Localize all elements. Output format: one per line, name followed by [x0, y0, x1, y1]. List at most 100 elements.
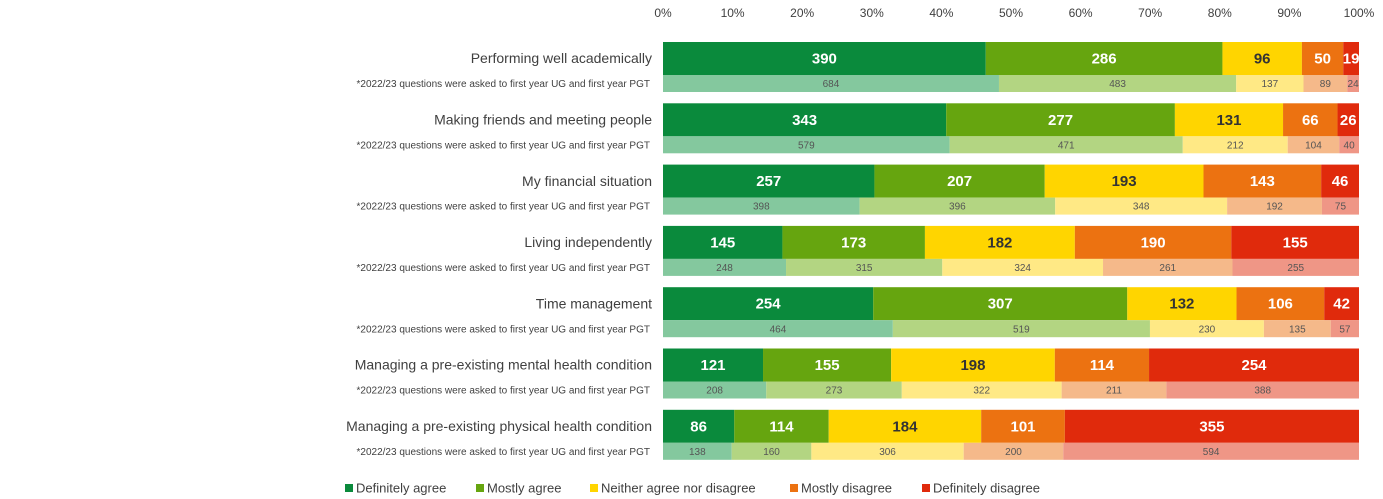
- bar-segment: [859, 197, 1056, 215]
- comparison-label: *2022/23 questions were asked to first y…: [357, 386, 650, 397]
- bar-segment: [998, 75, 1237, 92]
- bar-segment: [942, 258, 1104, 276]
- bar-segment: [901, 381, 1062, 399]
- bar-segment: [1182, 136, 1288, 154]
- legend-swatch: [476, 484, 484, 492]
- bar-segment: [1166, 381, 1359, 399]
- bar-segment: [1054, 348, 1150, 382]
- bar-segment: [963, 442, 1064, 460]
- comparison-label: *2022/23 questions were asked to first y…: [357, 263, 650, 274]
- value-label: 101: [1010, 418, 1035, 435]
- x-tick-label: 40%: [929, 6, 953, 20]
- bar-segment: [1227, 197, 1322, 215]
- bar-segment: [663, 103, 947, 137]
- bar-segment: [663, 348, 764, 382]
- value-label: 192: [1266, 202, 1283, 213]
- bar-segment: [828, 409, 982, 443]
- value-label: 182: [987, 234, 1012, 251]
- bar-segment: [1337, 103, 1359, 137]
- value-label: 579: [798, 140, 815, 151]
- x-tick-label: 70%: [1138, 6, 1162, 20]
- value-label: 315: [856, 263, 873, 274]
- value-label: 348: [1133, 202, 1150, 213]
- legend-label: Definitely agree: [356, 480, 446, 495]
- legend-swatch: [922, 484, 930, 492]
- value-label: 277: [1048, 112, 1073, 129]
- bar-segment: [663, 442, 732, 460]
- bar-segment: [1343, 42, 1359, 75]
- x-tick-label: 90%: [1277, 6, 1301, 20]
- value-label: 208: [706, 386, 723, 397]
- bar-segment: [734, 409, 829, 443]
- x-tick-label: 0%: [654, 6, 672, 20]
- value-label: 26: [1340, 112, 1357, 129]
- value-label: 343: [792, 112, 817, 129]
- value-label: 273: [826, 386, 843, 397]
- value-label: 173: [841, 234, 866, 251]
- value-label: 46: [1332, 173, 1349, 190]
- bar-segment: [663, 287, 874, 321]
- bar-segment: [1303, 75, 1348, 92]
- bar-segment: [663, 225, 783, 259]
- bar-segment: [981, 409, 1065, 443]
- value-label: 184: [892, 418, 918, 435]
- bar-segment: [1103, 258, 1233, 276]
- bar-segment: [766, 381, 902, 399]
- value-label: 104: [1305, 140, 1322, 151]
- value-label: 207: [947, 173, 972, 190]
- legend-label: Neither agree nor disagree: [601, 480, 756, 495]
- value-label: 138: [689, 447, 706, 458]
- value-label: 684: [823, 79, 840, 90]
- value-label: 257: [756, 173, 781, 190]
- value-label: 388: [1254, 386, 1271, 397]
- comparison-label: *2022/23 questions were asked to first y…: [357, 140, 650, 151]
- bar-segment: [663, 409, 735, 443]
- value-label: 57: [1339, 324, 1351, 335]
- bar-segment: [1061, 381, 1167, 399]
- bar-segment: [1287, 136, 1340, 154]
- x-tick-label: 20%: [790, 6, 814, 20]
- legend-swatch: [590, 484, 598, 492]
- comparison-label: *2022/23 questions were asked to first y…: [357, 202, 650, 213]
- value-label: 324: [1014, 263, 1031, 274]
- bar-segment: [873, 287, 1128, 321]
- legend-swatch: [345, 484, 353, 492]
- bar-segment: [663, 320, 893, 338]
- value-label: 396: [949, 202, 966, 213]
- bar-segment: [1283, 103, 1338, 137]
- value-label: 89: [1320, 79, 1332, 90]
- bar-segment: [1232, 258, 1359, 276]
- value-label: 66: [1302, 112, 1319, 129]
- value-label: 193: [1112, 173, 1137, 190]
- bar-segment: [663, 258, 787, 276]
- value-label: 160: [763, 447, 780, 458]
- bar-segment: [782, 225, 925, 259]
- value-label: 114: [1090, 357, 1115, 374]
- legend-label: Definitely disagree: [933, 480, 1040, 495]
- bar-segment: [1321, 197, 1359, 215]
- value-label: 471: [1058, 140, 1075, 151]
- bar-segment: [663, 136, 950, 154]
- category-label: My financial situation: [522, 173, 652, 189]
- bar-segment: [663, 197, 860, 215]
- bar-segment: [949, 136, 1183, 154]
- value-label: 398: [753, 202, 770, 213]
- bar-segment: [663, 42, 986, 75]
- x-tick-label: 60%: [1069, 6, 1093, 20]
- bar-segment: [1301, 42, 1344, 75]
- value-label: 248: [716, 263, 733, 274]
- bar-segment: [1127, 287, 1237, 321]
- value-label: 261: [1159, 263, 1176, 274]
- x-tick-label: 10%: [721, 6, 745, 20]
- bar-segment: [811, 442, 964, 460]
- bar-segment: [731, 442, 812, 460]
- value-label: 145: [710, 234, 735, 251]
- value-label: 24: [1348, 79, 1360, 90]
- value-label: 464: [770, 324, 787, 335]
- value-label: 155: [1283, 234, 1308, 251]
- x-tick-label: 50%: [999, 6, 1023, 20]
- value-label: 200: [1005, 447, 1022, 458]
- bar-segment: [892, 320, 1150, 338]
- value-label: 96: [1254, 50, 1271, 67]
- value-label: 143: [1250, 173, 1275, 190]
